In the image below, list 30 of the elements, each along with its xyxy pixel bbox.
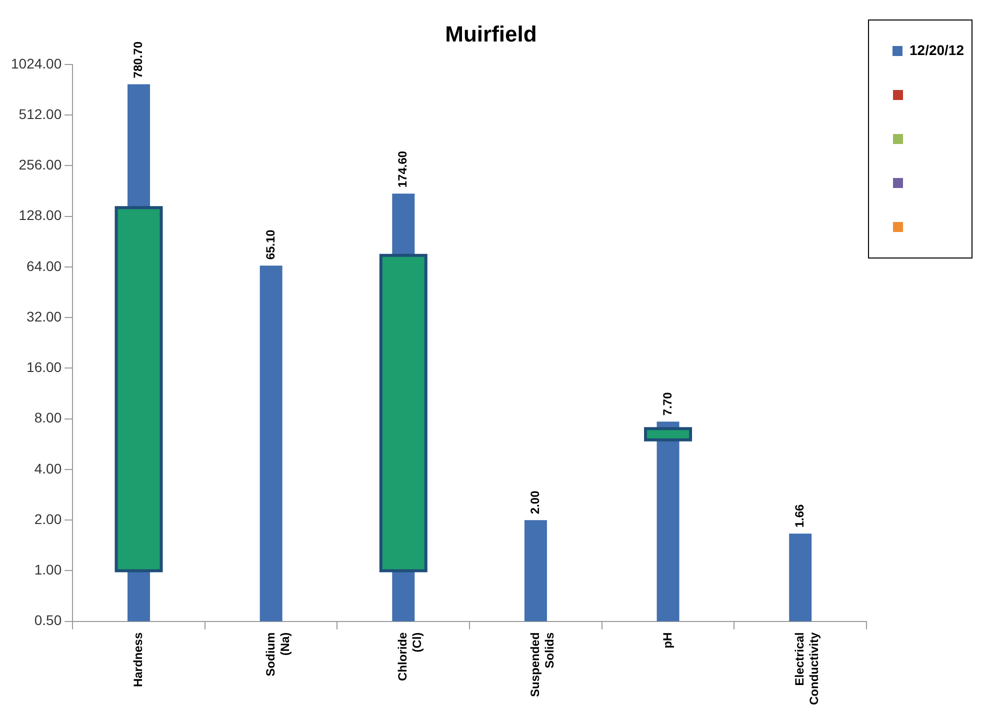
x-tick-label: Electrical Conductivity: [792, 632, 822, 706]
data-label: 780.70: [131, 41, 146, 78]
y-tick-label: 1024.00: [10, 55, 62, 72]
x-tick-label: Hardness: [131, 632, 146, 688]
data-label: 7.70: [660, 392, 674, 416]
bar: [260, 266, 282, 622]
y-tick-label: 2.00: [34, 510, 62, 527]
y-tick-label: 4.00: [34, 460, 62, 476]
y-tick-label: 32.00: [26, 308, 62, 324]
y-tick-label: 128.00: [18, 207, 62, 224]
y-tick-label: 256.00: [18, 156, 62, 173]
data-label: 1.66: [792, 504, 807, 528]
legend-label: 12/20/12: [910, 42, 964, 58]
x-tick-label: Suspended Solids: [528, 632, 556, 698]
x-tick-label: Sodium (Na): [263, 632, 292, 676]
data-label: 174.60: [396, 150, 410, 188]
data-label: 65.10: [263, 229, 278, 260]
x-tick-label: pH: [660, 632, 674, 648]
bar: [524, 520, 547, 622]
y-tick-label: 1.00: [34, 562, 62, 578]
chart-title: Muirfield: [445, 21, 537, 46]
bar: [789, 534, 812, 622]
x-tick-label: Chloride (Cl): [396, 632, 424, 682]
y-tick-label: 512.00: [18, 106, 62, 122]
data-label: 2.00: [528, 490, 542, 514]
y-tick-label: 16.00: [26, 359, 62, 376]
y-tick-label: 64.00: [26, 258, 62, 274]
bar: [656, 422, 680, 622]
y-tick-label: 0.50: [34, 612, 62, 628]
y-tick-label: 8.00: [34, 410, 62, 426]
